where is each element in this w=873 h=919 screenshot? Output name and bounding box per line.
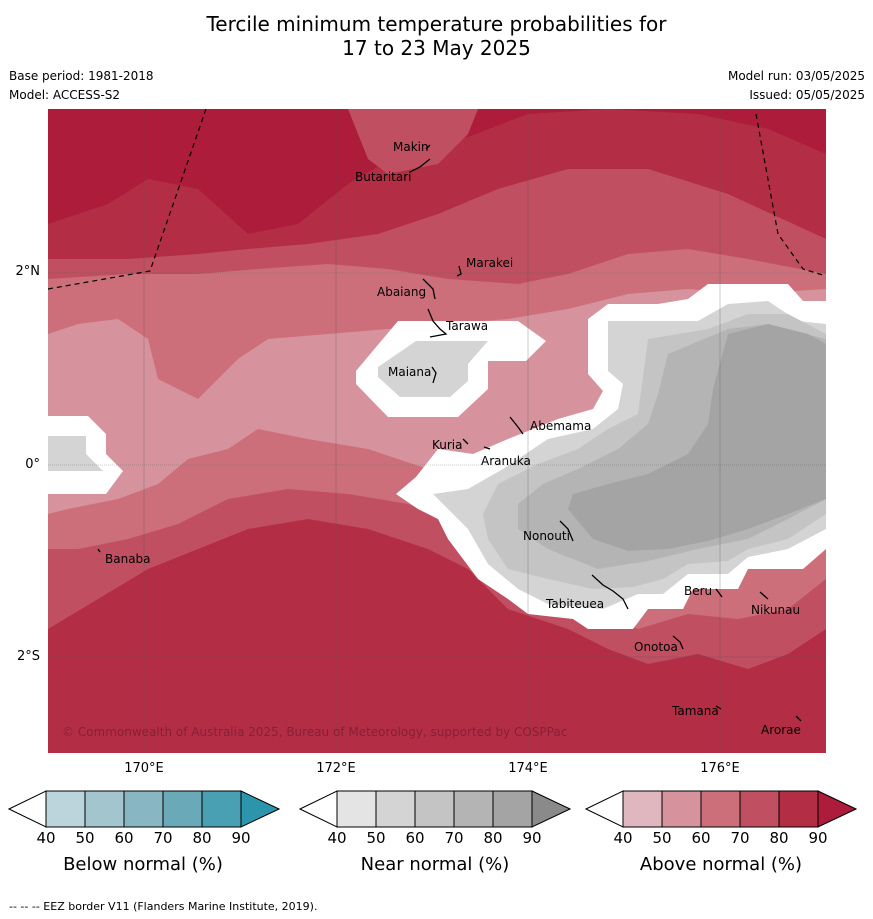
- place-onotoa: Onotoa: [634, 640, 678, 654]
- zone-above-70-north: [348, 109, 478, 174]
- probability-map: Makin Butaritari Marakei Abaiang Tarawa …: [48, 109, 826, 753]
- grid-lines: [48, 109, 826, 753]
- place-tabiteuea: Tabiteuea: [545, 597, 604, 611]
- place-banaba: Banaba: [105, 552, 151, 566]
- colorbar-below-tick: 90: [231, 829, 251, 847]
- colorbar-above-swatch: [622, 790, 663, 828]
- zone-near-50-west: [48, 436, 103, 471]
- colorbar-below-swatch: [84, 790, 125, 828]
- colorbar-above-swatch: [661, 790, 702, 828]
- colorbar-below-swatch: [45, 790, 86, 828]
- zone-near-80-east: [568, 324, 826, 551]
- colorbar-near-swatch: [453, 790, 494, 828]
- lat-label-0: 0°: [25, 457, 40, 472]
- eez-borders: [48, 109, 826, 290]
- place-abaiang: Abaiang: [377, 285, 426, 299]
- model-name: Model: ACCESS-S2: [9, 88, 121, 102]
- place-marakei: Marakei: [466, 256, 513, 270]
- colorbar-below-extend-low: [8, 790, 47, 828]
- colorbar-below-tick: 80: [192, 829, 212, 847]
- colorbar-below-swatch: [201, 790, 242, 828]
- colorbar-below-label: Below normal (%): [63, 854, 223, 875]
- meta-right: Model run: 03/05/2025 Issued: 05/05/2025: [728, 69, 865, 107]
- colorbar-near-extend-low: [299, 790, 338, 828]
- colorbar-below-normal: [8, 790, 280, 828]
- lon-label-174e: 174°E: [508, 761, 548, 776]
- colorbar-near-tick: 50: [366, 829, 386, 847]
- colorbar-above-tick: 70: [730, 829, 750, 847]
- meta-left: Base period: 1981-2018 Model: ACCESS-S2: [9, 69, 154, 107]
- place-nonouti: Nonouti: [523, 529, 570, 543]
- colorbar-above-extend-high: [817, 790, 857, 828]
- colorbar-near-tick: 70: [444, 829, 464, 847]
- islands: [97, 144, 802, 722]
- footer-note: -- -- -- EEZ border V11 (Flanders Marine…: [9, 900, 318, 913]
- place-maiana: Maiana: [388, 365, 431, 379]
- colorbar-near-tick: 40: [327, 829, 347, 847]
- place-tarawa: Tarawa: [445, 319, 488, 333]
- colorbar-above-extend-low: [585, 790, 624, 828]
- colorbar-above-swatch: [778, 790, 819, 828]
- colorbar-near-normal: [299, 790, 571, 828]
- colorbar-above-swatch: [739, 790, 780, 828]
- place-tamana: Tamana: [671, 704, 719, 718]
- colorbar-near-extend-high: [531, 790, 571, 828]
- colorbar-above-label: Above normal (%): [639, 854, 803, 875]
- lat-label-2s: 2°S: [16, 649, 40, 664]
- place-butaritari: Butaritari: [355, 170, 412, 184]
- model-run: Model run: 03/05/2025: [727, 69, 865, 83]
- lon-label-172e: 172°E: [316, 761, 356, 776]
- colorbar-below-tick: 50: [75, 829, 95, 847]
- place-abemama: Abemama: [530, 419, 591, 433]
- colorbar-below-tick: 40: [36, 829, 56, 847]
- place-labels: Makin Butaritari Marakei Abaiang Tarawa …: [105, 140, 801, 737]
- colorbar-below-tick: 60: [114, 829, 134, 847]
- colorbar-above-tick: 60: [691, 829, 711, 847]
- colorbar-near-swatch: [375, 790, 416, 828]
- colorbar-below-tick: 70: [153, 829, 173, 847]
- title-line-1: Tercile minimum temperature probabilitie…: [206, 12, 667, 36]
- colorbar-near-swatch: [492, 790, 533, 828]
- colorbar-below-extend-high: [240, 790, 280, 828]
- lon-label-170e: 170°E: [124, 761, 164, 776]
- colorbar-near-tick: 90: [522, 829, 542, 847]
- colorbar-above-tick: 80: [769, 829, 789, 847]
- title-line-2: 17 to 23 May 2025: [342, 36, 531, 60]
- colorbar-above-tick: 40: [613, 829, 633, 847]
- place-arorae: Arorae: [761, 723, 801, 737]
- issued-date: Issued: 05/05/2025: [749, 88, 865, 102]
- place-makin: Makin: [393, 140, 429, 154]
- colorbar-above-tick: 50: [652, 829, 672, 847]
- colorbar-near-swatch: [336, 790, 377, 828]
- colorbar-below-swatch: [162, 790, 203, 828]
- lat-label-2n: 2°N: [15, 264, 41, 279]
- zone-above-90-north: [48, 109, 826, 234]
- colorbar-below-swatch: [123, 790, 164, 828]
- lon-label-176e: 176°E: [700, 761, 740, 776]
- place-beru: Beru: [684, 584, 712, 598]
- copyright-notice: © Commonwealth of Australia 2025, Bureau…: [62, 725, 567, 739]
- base-period: Base period: 1981-2018: [9, 69, 154, 83]
- colorbar-above-normal: [585, 790, 857, 828]
- colorbar-near-label: Near normal (%): [360, 854, 510, 875]
- map-title: Tercile minimum temperature probabilitie…: [0, 12, 873, 60]
- colorbar-above-swatch: [700, 790, 741, 828]
- colorbar-near-tick: 60: [405, 829, 425, 847]
- place-nikunau: Nikunau: [751, 603, 800, 617]
- place-aranuka: Aranuka: [481, 454, 531, 468]
- colorbar-near-swatch: [414, 790, 455, 828]
- colorbar-near-tick: 80: [483, 829, 503, 847]
- place-kuria: Kuria: [432, 438, 463, 452]
- colorbar-above-tick: 90: [808, 829, 828, 847]
